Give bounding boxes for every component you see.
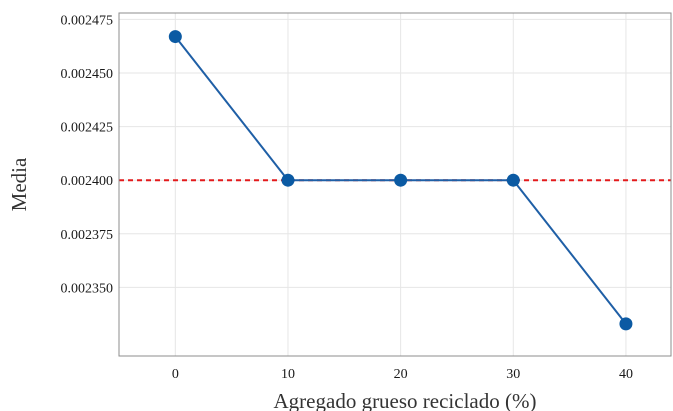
x-axis-title: Agregado grueso reciclado (%) (274, 389, 537, 411)
grid-lines (119, 13, 671, 356)
y-tick-labels: 0.002350 0.002375 0.002400 0.002425 0.002450… (61, 13, 114, 296)
x-tick-label: 10 (281, 367, 295, 382)
y-tick-label: 0.002450 (61, 67, 114, 82)
x-tick-label: 40 (619, 367, 633, 382)
data-point (506, 173, 520, 187)
y-axis-title: Media (7, 157, 31, 211)
x-tick-label: 20 (394, 367, 408, 382)
x-tick-label: 0 (172, 367, 179, 382)
y-tick-label: 0.002400 (61, 174, 114, 189)
data-point (281, 173, 295, 187)
data-point (394, 173, 408, 187)
y-tick-label: 0.002350 (61, 281, 114, 296)
y-tick-label: 0.002375 (61, 228, 114, 243)
y-tick-label: 0.002425 (61, 121, 114, 136)
panel-border (118, 12, 672, 357)
series-points-layer (168, 30, 633, 331)
x-tick-labels: 0 10 20 30 40 (172, 367, 633, 382)
y-tick-label: 0.002475 (61, 13, 114, 28)
data-point (619, 317, 633, 331)
data-point (168, 30, 182, 44)
x-tick-label: 30 (506, 367, 520, 382)
